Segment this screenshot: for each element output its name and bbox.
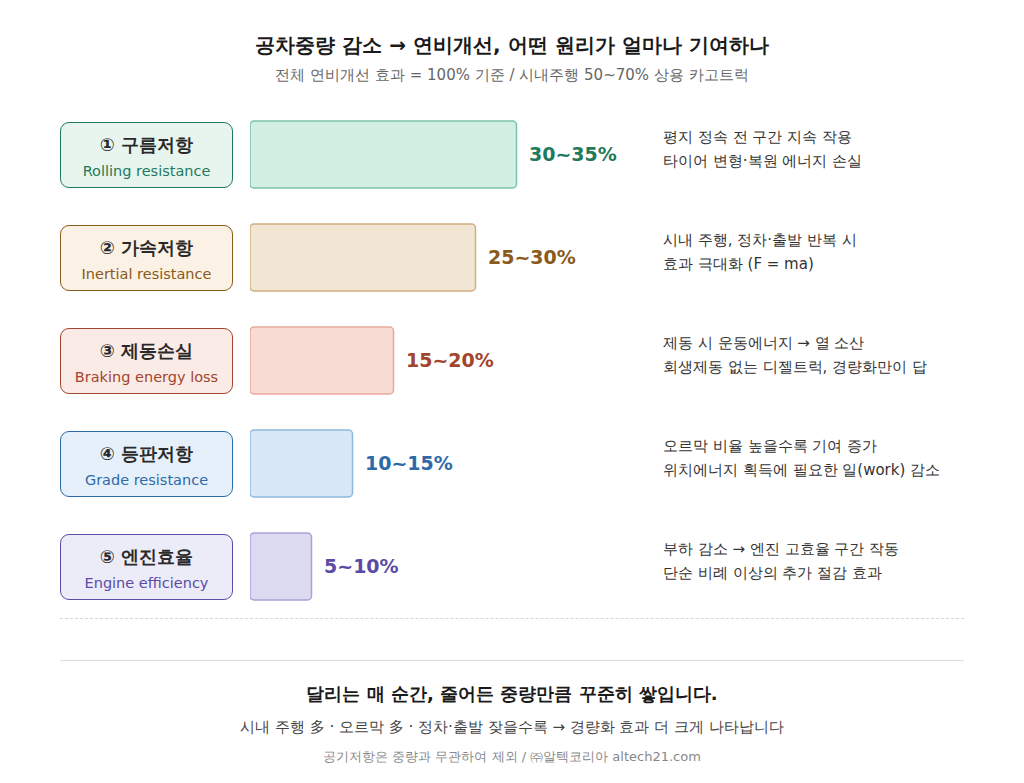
html-text:Inertial resistance: Inertial resistance	[81, 265, 212, 282]
svg-text:15~20%: 15~20%	[406, 349, 494, 371]
svg-text:30~35%: 30~35%	[529, 143, 617, 165]
html-text:오르막 비율 높을수록 기여 증가: 오르막 비율 높을수록 기여 증가	[663, 436, 878, 455]
html-text:시내 주행 多 · 오르막 多 · 정차·출발 잦을수록 →: 시내 주행 多 · 오르막 多 · 정차·출발 잦을수록 → 경량화 효과 더 …	[240, 718, 784, 736]
html-text:타이어 변형·복원 에너지 손실: 타이어 변형·복원 에너지 손실	[663, 151, 863, 170]
html-text:⑤ 엔진효율: ⑤ 엔진효율	[99, 545, 194, 567]
html-text:평지 정속 전 구간 지속 작용: 평지 정속 전 구간 지속 작용	[663, 127, 852, 146]
html-text:② 가속저항: ② 가속저항	[99, 236, 194, 258]
html-text:제동 시 운동에너지 → 열 소산: 제동 시 운동에너지 → 열 소산	[663, 333, 865, 352]
html-text:③ 제동손실: ③ 제동손실	[99, 339, 194, 361]
html-text:① 구름저항: ① 구름저항	[99, 133, 194, 155]
html-text:단순 비례 이상의 추가 절감 효과: 단순 비례 이상의 추가 절감 효과	[663, 563, 882, 582]
html-text:공차중량 감소 → 연비개선, 어떤 원리가 얼마나 기여하: 공차중량 감소 → 연비개선, 어떤 원리가 얼마나 기여하나	[255, 33, 769, 57]
html-text:공기저항은 중량과 무관하여 제외 / ㈜알텍코리아 alt: 공기저항은 중량과 무관하여 제외 / ㈜알텍코리아 altech21.com	[323, 749, 701, 764]
svg-text:5~10%: 5~10%	[324, 555, 399, 577]
html-text:Braking energy loss: Braking energy loss	[74, 368, 219, 385]
html-text:Rolling resistance: Rolling resistance	[82, 162, 211, 179]
html-text:전체 연비개선 효과 = 100% 기준 / 시내주행 50: 전체 연비개선 효과 = 100% 기준 / 시내주행 50~70% 상용 카고…	[275, 66, 749, 84]
html-text:Grade resistance: Grade resistance	[84, 471, 209, 488]
html-text:회생제동 없는 디젤트럭, 경량화만이 답: 회생제동 없는 디젤트럭, 경량화만이 답	[663, 357, 927, 376]
html-text:시내 주행, 정차·출발 반복 시: 시내 주행, 정차·출발 반복 시	[663, 230, 857, 249]
html-text:위치에너지 획득에 필요한 일(work) 감소: 위치에너지 획득에 필요한 일(work) 감소	[663, 460, 941, 479]
html-text:부하 감소 → 엔진 고효율 구간 작동: 부하 감소 → 엔진 고효율 구간 작동	[663, 539, 900, 558]
html-text:효과 극대화 (F = ma): 효과 극대화 (F = ma)	[663, 254, 814, 273]
svg-text:10~15%: 10~15%	[365, 452, 453, 474]
html-text:④ 등판저항: ④ 등판저항	[99, 442, 194, 464]
svg-text:25~30%: 25~30%	[488, 246, 576, 268]
html-text:Engine efficiency: Engine efficiency	[84, 574, 209, 591]
html-text:달리는 매 순간, 줄어든 중량만큼 꾸준히 쌓입니다.: 달리는 매 순간, 줄어든 중량만큼 꾸준히 쌓입니다.	[306, 683, 718, 704]
